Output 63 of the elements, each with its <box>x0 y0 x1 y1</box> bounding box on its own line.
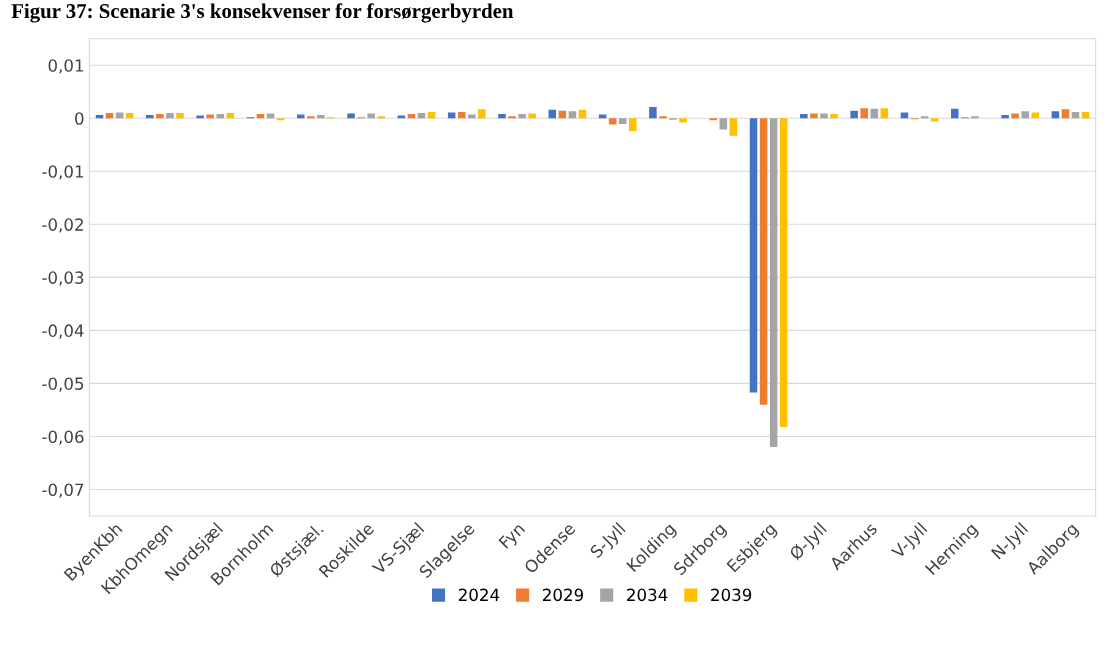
bar <box>568 111 577 119</box>
bar <box>447 112 456 119</box>
bar <box>266 113 275 119</box>
bar <box>860 108 868 119</box>
bar <box>377 116 386 119</box>
bar <box>1031 112 1040 119</box>
y-tick-label: -0,04 <box>42 324 84 339</box>
bar <box>608 118 617 125</box>
y-tick-label: -0,02 <box>42 218 83 233</box>
bar <box>679 118 687 123</box>
y-tick-label: 0 <box>75 112 84 125</box>
bar <box>850 110 858 119</box>
bar <box>528 113 536 119</box>
bar <box>457 111 466 119</box>
bar <box>830 114 838 119</box>
bar <box>1021 111 1029 119</box>
bar <box>629 118 637 131</box>
bar <box>1061 109 1070 119</box>
bar <box>317 115 325 119</box>
bar <box>779 118 788 427</box>
bar <box>508 116 516 119</box>
x-tick-label: Fyn <box>498 522 528 552</box>
bar <box>951 108 959 119</box>
bar <box>971 116 979 119</box>
legend-label: 2029 <box>543 588 584 602</box>
bar <box>1011 113 1019 119</box>
y-tick-label: 0,01 <box>48 59 84 74</box>
legend-label: 2024 <box>458 588 500 602</box>
bar <box>719 118 728 130</box>
bar <box>880 108 889 119</box>
bar <box>115 112 124 119</box>
bar <box>146 115 154 119</box>
bar <box>820 113 828 119</box>
bar <box>166 112 174 119</box>
bar <box>1051 111 1060 119</box>
bar <box>307 116 315 119</box>
bar <box>618 118 627 125</box>
y-tick-label: -0,01 <box>42 165 84 180</box>
bar <box>649 107 657 119</box>
bar <box>216 114 225 119</box>
bar <box>176 112 184 119</box>
bar <box>900 112 909 119</box>
bar <box>759 118 768 405</box>
y-tick-label: -0,07 <box>42 483 84 498</box>
bar <box>347 113 355 119</box>
bar <box>367 113 375 119</box>
bar <box>156 114 164 119</box>
chart-title: Figur 37: Scenarie 3's konsekvenser for forsørgerbyrden <box>11 3 514 23</box>
bar <box>478 109 486 119</box>
legend-label: 2034 <box>627 588 668 602</box>
bar <box>498 114 506 119</box>
y-tick-label: -0,05 <box>42 377 84 392</box>
legend-label: 2039 <box>711 588 752 602</box>
bar <box>810 113 818 119</box>
bar <box>518 114 526 119</box>
bar <box>800 114 808 119</box>
bar <box>749 118 758 393</box>
bar <box>1001 115 1009 119</box>
bar <box>729 118 738 136</box>
y-tick-label: -0,03 <box>42 271 84 286</box>
y-tick-label: -0,06 <box>42 430 84 445</box>
bar <box>659 116 667 119</box>
bar <box>769 118 778 448</box>
